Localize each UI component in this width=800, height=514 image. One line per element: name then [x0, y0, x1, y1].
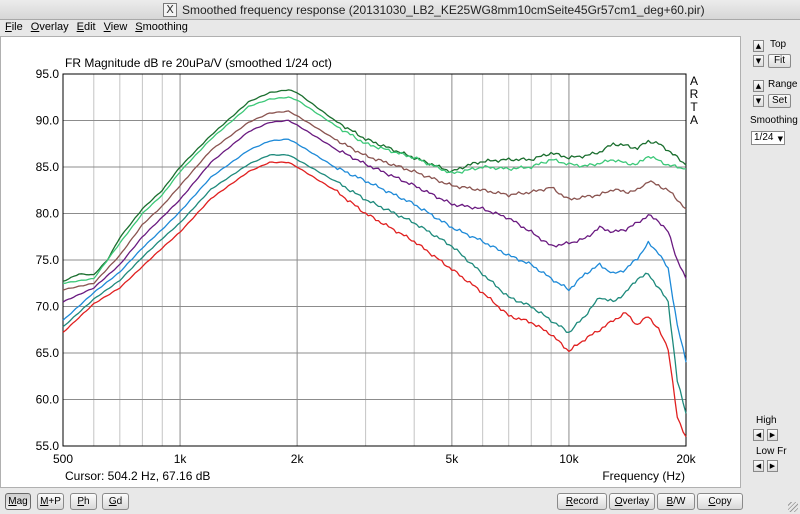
top-label: Top — [770, 39, 787, 50]
x-tick-label: 10k — [559, 452, 579, 466]
y-tick-label: 85.0 — [36, 160, 60, 174]
brand-letter: A — [690, 74, 698, 88]
axes: 55.0 60.0 65.0 70.0 75.0 80.0 85.0 90.0 95.0 500 1… — [36, 67, 697, 466]
set-button[interactable]: Set — [768, 94, 791, 108]
record-button[interactable]: Record — [557, 493, 607, 510]
high-left-button[interactable]: ◀ — [753, 429, 764, 441]
grid — [62, 73, 687, 447]
x-tick-label: 20k — [676, 452, 696, 466]
overlay-button[interactable]: Overlay — [609, 493, 655, 510]
right-control-panel: ▲ ▼ Top Fit ▲ ▼ Range Set Smoothing 1/24… — [743, 36, 800, 488]
x-tick-label: 2k — [291, 452, 305, 466]
tab-ph[interactable]: Ph — [70, 493, 97, 510]
series-line-7 — [62, 161, 687, 438]
range-label: Range — [768, 79, 798, 90]
y-tick-label: 95.0 — [36, 67, 60, 81]
x-tick-label: 5k — [446, 452, 460, 466]
x-tick-label: 1k — [174, 452, 188, 466]
x11-icon: X — [163, 3, 177, 17]
resize-grip-icon[interactable] — [788, 502, 798, 512]
cursor-readout: Cursor: 504.2 Hz, 67.16 dB — [65, 469, 210, 483]
series-line-2 — [62, 96, 687, 285]
top-down-button[interactable]: ▼ — [753, 55, 764, 67]
bw-button[interactable]: B/W — [657, 493, 695, 510]
brand-letter: T — [690, 100, 698, 114]
series-line-5 — [62, 138, 687, 363]
y-tick-label: 80.0 — [36, 207, 60, 221]
smoothing-value: 1/24 — [754, 132, 774, 143]
series-line-6 — [62, 153, 687, 414]
menu-file[interactable]: File — [5, 21, 23, 33]
menu-edit[interactable]: Edit — [76, 21, 96, 33]
x-tick-label: 500 — [53, 452, 73, 466]
menu-view[interactable]: View — [103, 21, 128, 33]
smoothing-label: Smoothing — [750, 115, 798, 126]
range-up-button[interactable]: ▲ — [753, 80, 764, 92]
series-line-3 — [62, 110, 687, 291]
series-group — [62, 89, 687, 438]
x-axis-label: Frequency (Hz) — [602, 469, 685, 483]
window-title: Smoothed frequency response (20131030_LB… — [182, 3, 705, 17]
brand-letter: R — [690, 87, 699, 101]
y-tick-label: 65.0 — [36, 346, 60, 360]
chart-title: FR Magnitude dB re 20uPa/V (smoothed 1/2… — [65, 56, 332, 70]
tab-mag[interactable]: Mag — [5, 493, 31, 510]
tab-gd[interactable]: Gd — [102, 493, 129, 510]
y-tick-label: 75.0 — [36, 253, 60, 267]
menu-overlay[interactable]: Overlay — [30, 21, 69, 33]
plot-area[interactable]: 55.0 60.0 65.0 70.0 75.0 80.0 85.0 90.0 95.0 500 1… — [0, 36, 741, 488]
high-right-button[interactable]: ▶ — [767, 429, 778, 441]
y-tick-label: 60.0 — [36, 393, 60, 407]
low-right-button[interactable]: ▶ — [767, 460, 778, 472]
fit-button[interactable]: Fit — [768, 54, 791, 68]
series-line-1 — [62, 89, 687, 282]
high-label: High — [756, 415, 777, 426]
chevron-down-icon: ▼ — [777, 135, 783, 143]
menu-bar: File Overlay Edit View Smoothing — [0, 20, 800, 36]
frequency-response-chart[interactable]: 55.0 60.0 65.0 70.0 75.0 80.0 85.0 90.0 95.0 500 1… — [1, 37, 740, 487]
title-bar[interactable]: X Smoothed frequency response (20131030_… — [0, 0, 800, 20]
top-up-button[interactable]: ▲ — [753, 40, 764, 52]
plot-border — [62, 73, 687, 447]
smoothing-select[interactable]: 1/24 ▼ — [751, 131, 785, 145]
menu-smoothing[interactable]: Smoothing — [135, 21, 188, 33]
series-line-4 — [62, 119, 687, 303]
copy-button[interactable]: Copy — [697, 493, 743, 510]
y-tick-label: 70.0 — [36, 300, 60, 314]
y-tick-label: 55.0 — [36, 439, 60, 453]
y-tick-label: 90.0 — [36, 114, 60, 128]
bottom-toolbar: Mag M+P Ph Gd Record Overlay B/W Copy — [0, 488, 800, 514]
low-left-button[interactable]: ◀ — [753, 460, 764, 472]
tab-mp[interactable]: M+P — [37, 493, 64, 510]
low-freq-label: Low Fr — [756, 446, 787, 457]
range-down-button[interactable]: ▼ — [753, 95, 764, 107]
brand-letter: A — [690, 113, 698, 127]
